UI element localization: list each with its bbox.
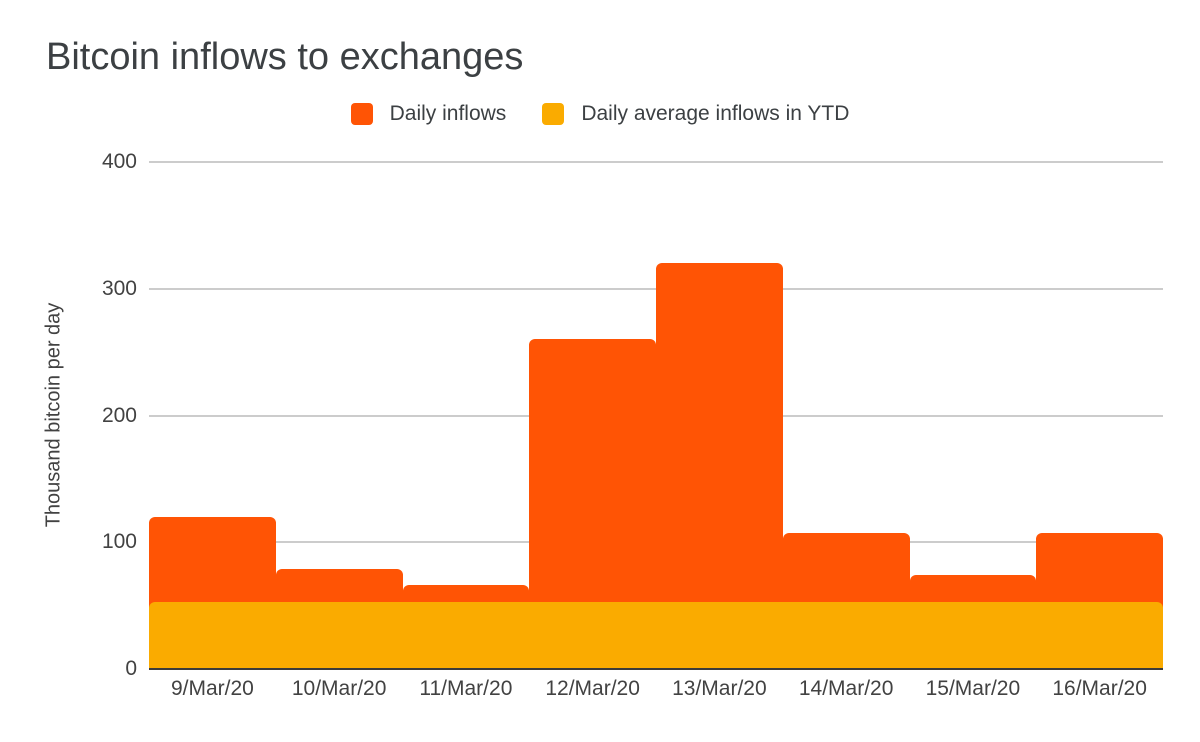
x-tick-label: 13/Mar/20 <box>672 677 767 700</box>
x-tick-label: 10/Mar/20 <box>291 677 387 700</box>
x-axis-tick-labels: 9/Mar/20 10/Mar/20 11/Mar/20 12/Mar/20 13/Ma… <box>149 676 1163 706</box>
legend-label: Daily inflows <box>389 102 507 125</box>
chart-title: Bitcoin inflows to exchanges <box>46 36 524 78</box>
legend-item-daily-inflows[interactable]: Daily inflows <box>350 100 507 128</box>
y-tick-label: 400 <box>101 150 137 173</box>
gridline-400 <box>149 161 1163 163</box>
y-tick-label: 200 <box>101 403 137 427</box>
x-tick-label: 11/Mar/20 <box>419 677 513 700</box>
chart-legend: Daily inflows Daily average inflows in YT… <box>0 100 1200 128</box>
square-swatch <box>350 103 373 125</box>
x-tick-label: 9/Mar/20 <box>170 677 254 700</box>
x-tick-label: 16/Mar/20 <box>1052 677 1147 700</box>
x-axis-line <box>149 668 1163 670</box>
plot-area <box>149 161 1163 670</box>
square-swatch <box>542 103 565 125</box>
y-tick-label: 300 <box>101 276 137 300</box>
daily-average-band[interactable] <box>149 601 1163 669</box>
y-tick-label: 0 <box>125 657 137 680</box>
y-tick-label: 100 <box>101 530 137 554</box>
x-tick-label: 14/Mar/20 <box>798 677 894 700</box>
legend-label: Daily average inflows in YTD <box>581 102 850 125</box>
x-tick-label: 15/Mar/20 <box>925 677 1021 700</box>
daily-inflow-bar[interactable] <box>656 263 783 669</box>
x-tick-label: 12/Mar/20 <box>545 677 640 700</box>
legend-item-daily-average[interactable]: Daily average inflows in YTD <box>542 100 849 128</box>
